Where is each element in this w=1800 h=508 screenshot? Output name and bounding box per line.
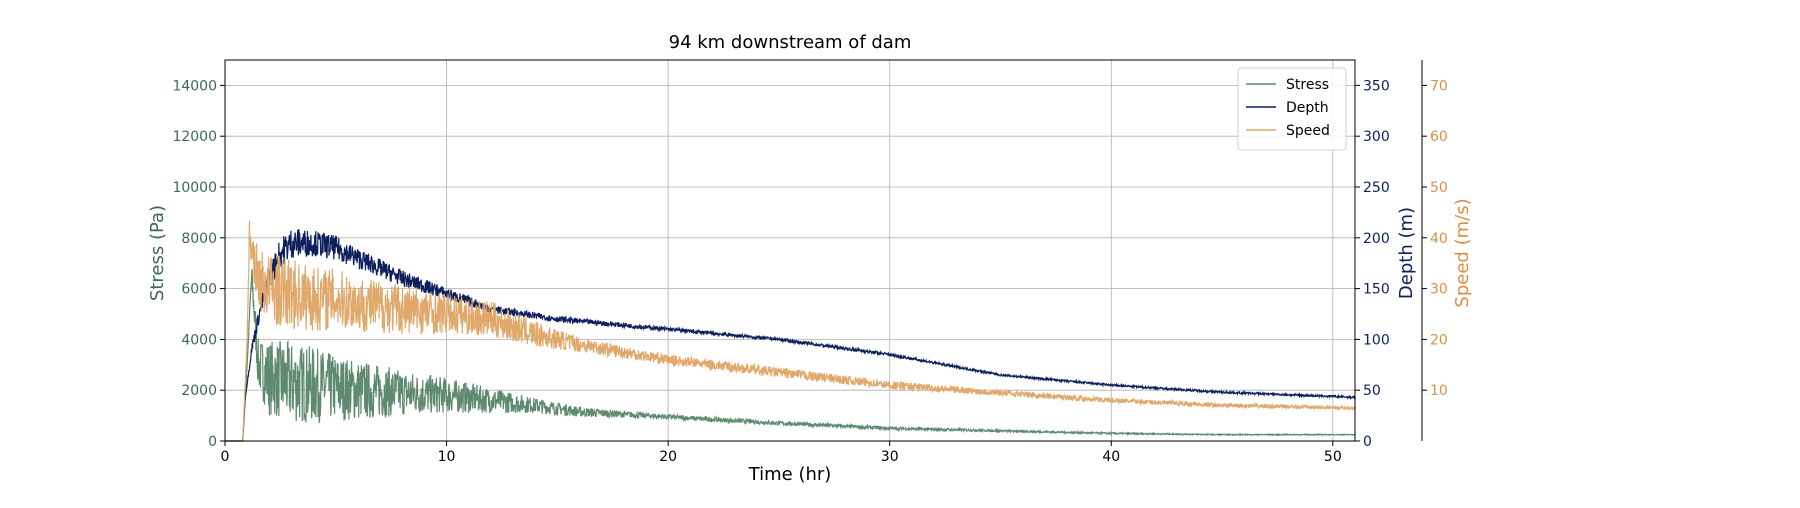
stress-tick-label: 0	[208, 434, 217, 450]
legend-label-stress: Stress	[1286, 77, 1329, 93]
series-line-stress	[225, 268, 1356, 442]
depth-tick-label: 250	[1363, 180, 1390, 196]
depth-tick-label: 0	[1363, 434, 1372, 450]
depth-tick-label: 50	[1363, 383, 1381, 399]
x-tick-label: 10	[438, 449, 456, 465]
x-axis-label: Time (hr)	[748, 464, 832, 485]
x-tick-label: 30	[881, 449, 899, 465]
chart-legend: Stress Depth Speed	[1237, 67, 1347, 151]
depth-axis-label: Depth (m)	[1396, 207, 1417, 299]
speed-tick-label: 70	[1430, 78, 1448, 94]
series-layer	[225, 220, 1356, 442]
x-tick-label: 0	[221, 449, 230, 465]
series-line-speed	[225, 220, 1356, 442]
axes-layer: 0 10 20 30 40 5002000400060008000100001200014…	[172, 60, 1448, 465]
stress-tick-label: 4000	[181, 332, 217, 348]
stress-tick-label: 8000	[181, 231, 217, 247]
depth-tick-label: 350	[1363, 78, 1390, 94]
x-tick-label: 20	[659, 449, 677, 465]
speed-tick-label: 30	[1430, 282, 1448, 298]
legend-label-speed: Speed	[1286, 123, 1330, 139]
speed-axis-label: Speed (m/s)	[1452, 198, 1473, 307]
stress-tick-label: 10000	[172, 180, 217, 196]
depth-tick-label: 300	[1363, 129, 1390, 145]
x-tick-label: 50	[1324, 449, 1342, 465]
plot-frame	[224, 59, 1356, 442]
speed-tick-label: 40	[1430, 231, 1448, 247]
chart-title: 94 km downstream of dam	[669, 32, 912, 53]
x-tick-label: 40	[1102, 449, 1120, 465]
series-line-depth	[225, 229, 1356, 442]
stress-tick-label: 12000	[172, 129, 217, 145]
stress-axis-label: Stress (Pa)	[147, 205, 168, 301]
depth-tick-label: 200	[1363, 231, 1390, 247]
depth-tick-label: 150	[1363, 282, 1390, 298]
speed-tick-label: 50	[1430, 180, 1448, 196]
speed-tick-label: 20	[1430, 332, 1448, 348]
speed-tick-label: 10	[1430, 383, 1448, 399]
stress-tick-label: 2000	[181, 383, 217, 399]
legend-label-depth: Depth	[1286, 100, 1329, 116]
speed-tick-label: 60	[1430, 129, 1448, 145]
stress-tick-label: 14000	[172, 78, 217, 94]
stress-tick-label: 6000	[181, 282, 217, 298]
depth-tick-label: 100	[1363, 332, 1390, 348]
